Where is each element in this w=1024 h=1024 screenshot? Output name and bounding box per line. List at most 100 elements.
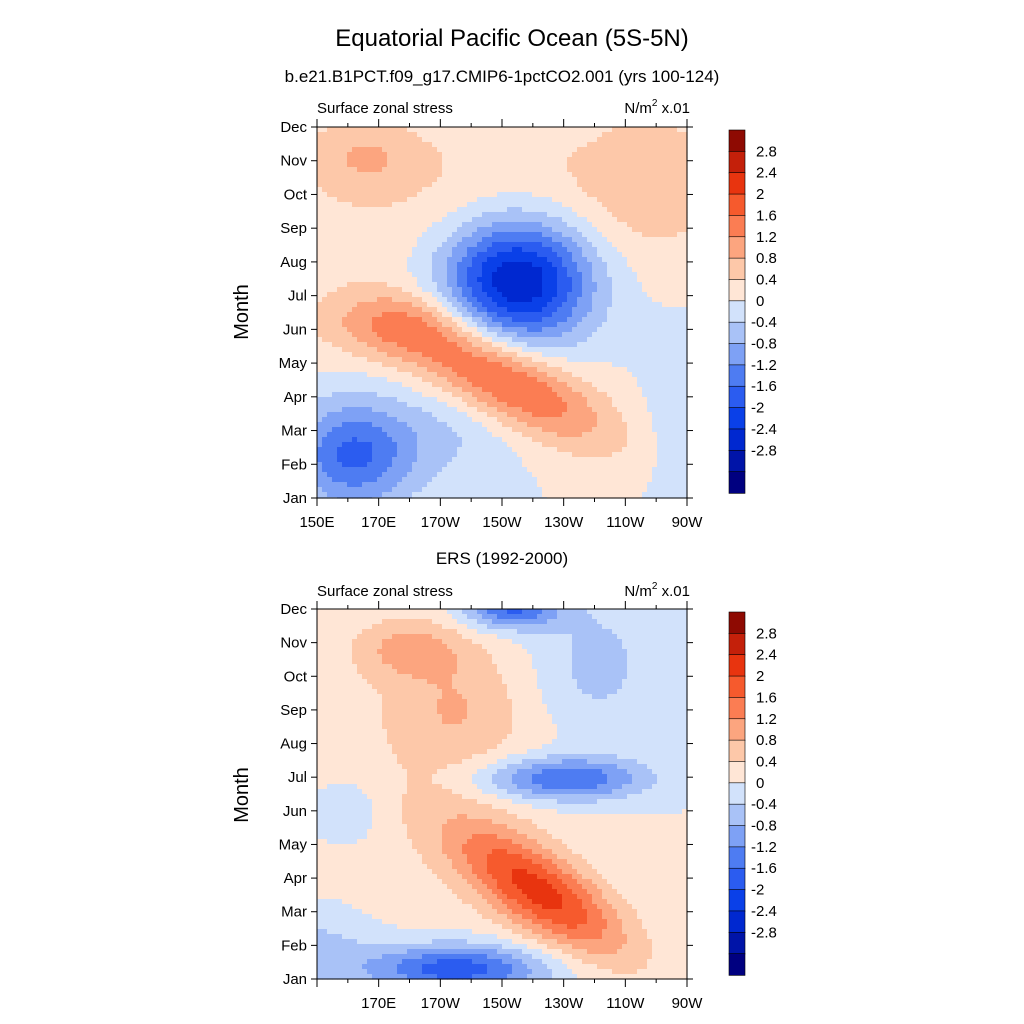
contour-cell — [532, 337, 538, 343]
contour-cell — [467, 252, 473, 258]
contour-cell — [427, 217, 433, 223]
contour-cell — [617, 322, 623, 328]
contour-cell — [647, 202, 653, 208]
contour-cell — [452, 242, 458, 248]
contour-cell — [477, 272, 483, 278]
contour-cell — [472, 187, 478, 193]
contour-cell — [412, 382, 418, 388]
contour-cell — [447, 477, 453, 483]
contour-cell — [387, 247, 393, 253]
contour-cell — [332, 462, 338, 468]
contour-cell — [347, 342, 353, 348]
contour-cell — [452, 282, 458, 288]
contour-cell — [362, 407, 368, 413]
contour-cell — [397, 362, 403, 368]
contour-cell — [447, 442, 453, 448]
contour-cell — [332, 417, 338, 423]
contour-cell — [507, 402, 513, 408]
contour-cell — [482, 427, 488, 433]
contour-cell — [557, 447, 563, 453]
contour-cell — [472, 382, 478, 388]
contour-cell — [382, 492, 388, 498]
contour-cell — [332, 277, 338, 283]
contour-cell — [462, 152, 468, 158]
contour-cell — [517, 397, 523, 403]
contour-cell — [472, 207, 478, 213]
contour-cell — [372, 182, 378, 188]
contour-cell — [387, 467, 393, 473]
contour-cell — [437, 462, 443, 468]
contour-cell — [472, 217, 478, 223]
contour-cell — [512, 207, 518, 213]
contour-cell — [392, 162, 398, 168]
contour-cell — [447, 132, 453, 138]
contour-cell — [622, 127, 628, 133]
contour-cell — [357, 182, 363, 188]
contour-cell — [347, 402, 353, 408]
contour-cell — [442, 322, 448, 328]
contour-cell — [412, 257, 418, 263]
contour-cell — [512, 352, 518, 358]
contour-cell — [367, 307, 373, 313]
contour-cell — [502, 477, 508, 483]
contour-cell — [567, 347, 573, 353]
contour-cell — [447, 317, 453, 323]
contour-cell — [572, 432, 578, 438]
contour-cell — [632, 187, 638, 193]
contour-cell — [482, 472, 488, 478]
contour-cell — [387, 162, 393, 168]
contour-cell — [327, 407, 333, 413]
contour-cell — [327, 462, 333, 468]
contour-cell — [607, 482, 613, 488]
contour-cell — [517, 192, 523, 198]
contour-cell — [457, 312, 463, 318]
contour-cell — [607, 137, 613, 143]
contour-cell — [572, 327, 578, 333]
contour-cell — [492, 287, 498, 293]
contour-cell — [517, 212, 523, 218]
contour-cell — [447, 302, 453, 308]
contour-cell — [527, 277, 533, 283]
contour-cell — [352, 452, 358, 458]
contour-cell — [637, 237, 643, 243]
contour-cell — [327, 287, 333, 293]
contour-cell — [337, 292, 343, 298]
contour-cell — [427, 242, 433, 248]
contour-cell — [567, 412, 573, 418]
contour-cell — [447, 452, 453, 458]
contour-cell — [322, 177, 328, 183]
contour-cell — [412, 197, 418, 203]
contour-cell — [622, 307, 628, 313]
contour-cell — [592, 402, 598, 408]
contour-cell — [422, 482, 428, 488]
contour-cell — [447, 457, 453, 463]
contour-cell — [647, 262, 653, 268]
contour-cell — [532, 187, 538, 193]
contour-cell — [342, 127, 348, 133]
contour-cell — [417, 487, 423, 493]
contour-cell — [357, 207, 363, 213]
contour-cell — [492, 387, 498, 393]
contour-cell — [492, 337, 498, 343]
contour-cell — [627, 242, 633, 248]
contour-cell — [532, 367, 538, 373]
contour-cell — [402, 192, 408, 198]
contour-cell — [492, 252, 498, 258]
contour-cell — [447, 157, 453, 163]
contour-cell — [517, 182, 523, 188]
contour-cell — [517, 207, 523, 213]
contour-cell — [377, 212, 383, 218]
contour-cell — [417, 457, 423, 463]
contour-cell — [432, 352, 438, 358]
contour-cell — [332, 427, 338, 433]
contour-cell — [542, 472, 548, 478]
contour-cell — [537, 292, 543, 298]
contour-cell — [422, 192, 428, 198]
contour-cell — [632, 147, 638, 153]
contour-cell — [647, 177, 653, 183]
contour-cell — [372, 462, 378, 468]
contour-cell — [502, 282, 508, 288]
contour-cell — [507, 147, 513, 153]
contour-cell — [407, 427, 413, 433]
contour-cell — [502, 152, 508, 158]
